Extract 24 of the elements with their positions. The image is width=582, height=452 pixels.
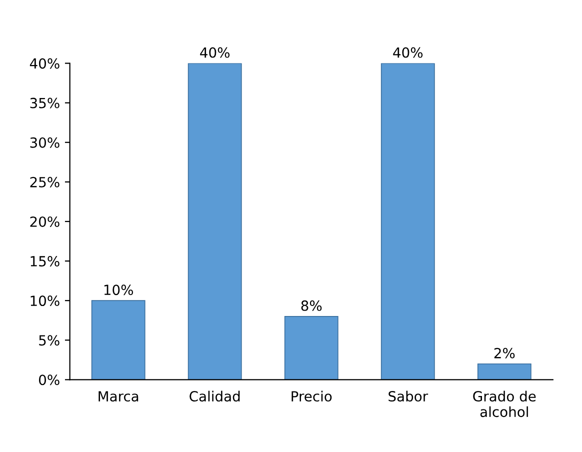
x-tick-label: Precio	[292, 390, 332, 402]
data-label: 8%	[301, 300, 322, 311]
y-tick-label: 0%	[39, 374, 60, 386]
bar	[284, 316, 338, 380]
bar	[477, 363, 532, 380]
x-tick-label: Calidad	[190, 390, 240, 402]
y-tick-label: 5%	[39, 335, 60, 346]
x-tick-label: Grado de alcohol	[473, 390, 536, 418]
y-tick-label: 35%	[30, 98, 60, 108]
x-tick-label: Sabor	[388, 390, 428, 402]
bar	[188, 63, 242, 380]
data-label: 10%	[104, 284, 134, 296]
y-tick-label: 40%	[30, 58, 60, 69]
y-tick-label: 10%	[30, 296, 60, 306]
data-label: 40%	[200, 47, 230, 58]
x-tick-label: Marca	[98, 391, 138, 402]
y-tick-label: 20%	[30, 216, 60, 227]
y-tick-label: 30%	[30, 137, 60, 148]
data-label: 2%	[494, 348, 515, 358]
bar	[91, 300, 146, 380]
y-tick-label: 15%	[30, 256, 60, 267]
bar	[380, 63, 435, 380]
data-label: 40%	[393, 47, 423, 58]
y-tick-label: 25%	[30, 176, 60, 188]
